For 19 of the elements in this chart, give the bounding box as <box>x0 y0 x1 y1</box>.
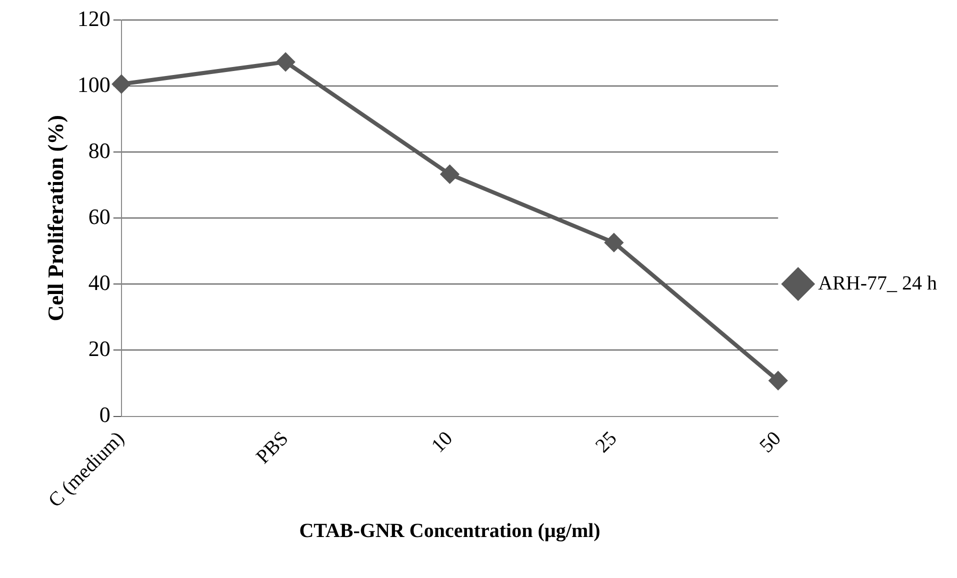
x-tick-label: 10 <box>427 427 458 458</box>
point <box>276 52 295 71</box>
y-axis-title: Cell Proliferation (%) <box>42 115 68 322</box>
y-tick-label: 100 <box>77 72 110 97</box>
x-axis-title: CTAB-GNR Concentration (µg/ml) <box>299 520 600 542</box>
x-tick-label: PBS <box>252 427 293 468</box>
point <box>769 372 788 390</box>
y-tick-label: 80 <box>88 138 110 163</box>
legend-label: ARH-77_ 24 h <box>818 272 938 294</box>
y-tick-label: 40 <box>88 270 110 295</box>
x-tick-label: 50 <box>756 427 786 458</box>
point <box>440 165 459 184</box>
x-tick-label: 25 <box>591 427 622 458</box>
point <box>604 234 623 252</box>
y-tick-label: 60 <box>88 204 110 229</box>
y-tick-label: 120 <box>77 6 110 31</box>
y-tick-label: 0 <box>99 402 110 428</box>
point <box>112 75 130 94</box>
y-tick-label: 20 <box>88 336 110 362</box>
